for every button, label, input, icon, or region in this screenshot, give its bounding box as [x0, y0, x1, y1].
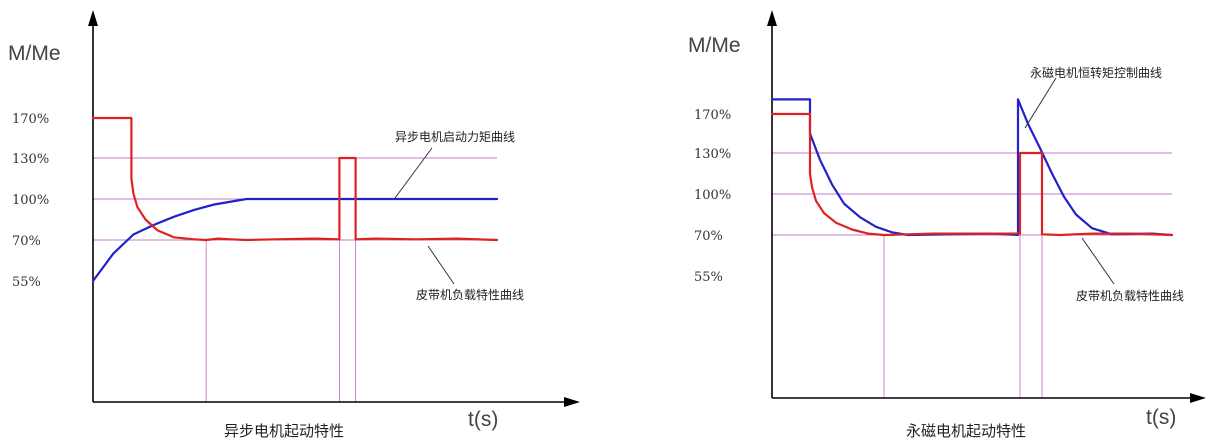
- series-line-1: [770, 112, 1174, 237]
- y-axis-label: M/Me: [8, 42, 61, 65]
- series-label-pm-torque: 永磁电机恒转矩控制曲线: [1030, 65, 1162, 80]
- series-lines: [770, 98, 1174, 237]
- y-tick-label: 70%: [12, 234, 41, 249]
- series-label-load: 皮带机负载特性曲线: [1076, 288, 1184, 303]
- leader-line-motor-curve: [394, 147, 433, 199]
- y-tick-labels: 170% 130% 100% 70% 55%: [694, 108, 731, 285]
- chart-pm-motor: M/Me t(s) 170% 130% 100% 70% 55% 永磁电机恒转矩控制曲线…: [688, 10, 1206, 440]
- leader-line-motor-curve: [1024, 77, 1057, 129]
- y-tick-label: 130%: [12, 152, 49, 167]
- series-label-motor-torque: 异步电机启动力矩曲线: [395, 130, 515, 144]
- reference-lines: [93, 157, 497, 402]
- x-axis-label: t(s): [468, 408, 498, 431]
- chart-title: 异步电机起动特性: [224, 422, 344, 440]
- leader-line-load-curve: [1081, 237, 1115, 285]
- y-tick-label: 100%: [12, 193, 49, 208]
- series-line-0: [91, 197, 499, 283]
- y-axis-arrow: [767, 10, 777, 26]
- series-lines: [91, 116, 499, 283]
- y-tick-label: 70%: [694, 229, 723, 244]
- y-tick-label: 55%: [12, 275, 41, 290]
- x-axis-arrow: [1190, 393, 1206, 403]
- y-tick-label: 130%: [694, 147, 731, 162]
- leader-line-load-curve: [427, 245, 455, 285]
- y-axis-label: M/Me: [688, 34, 741, 57]
- x-axis-label: t(s): [1146, 406, 1176, 429]
- y-tick-label: 170%: [12, 112, 49, 127]
- chart-title: 永磁电机起动特性: [906, 422, 1026, 440]
- series-line-0: [770, 98, 1174, 237]
- series-label-load: 皮带机负载特性曲线: [416, 287, 524, 302]
- reference-lines: [772, 152, 1172, 398]
- y-tick-label: 170%: [694, 108, 731, 123]
- chart-async-motor: M/Me t(s) 170%130%100%70%55% 异步电机启动力矩曲线 …: [8, 10, 580, 440]
- x-axis-arrow: [564, 397, 580, 407]
- y-axis-arrow: [88, 10, 98, 26]
- series-line-1: [91, 116, 499, 242]
- y-tick-label: 100%: [694, 188, 731, 203]
- y-tick-label: 55%: [694, 270, 723, 285]
- y-tick-labels: 170% 130% 100% 70% 55%: [12, 112, 49, 290]
